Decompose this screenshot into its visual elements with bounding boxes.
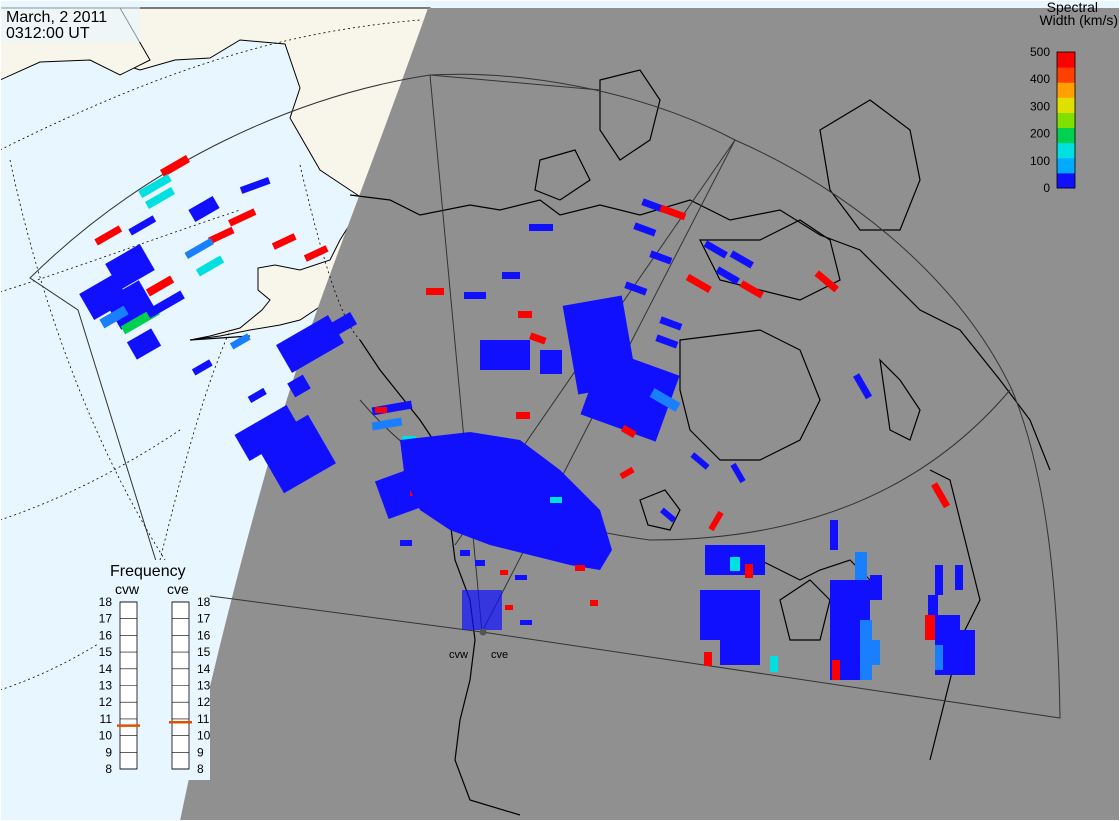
frequency-tick-label: 10 xyxy=(99,729,113,743)
colorbar-swatch xyxy=(1057,52,1075,68)
colorbar-swatch xyxy=(1057,172,1075,189)
frequency-tick-label: 16 xyxy=(99,628,113,642)
frequency-tick-label: 11 xyxy=(100,712,113,726)
frequency-tick-label: 14 xyxy=(99,662,113,676)
radar-site-cve-label: cve xyxy=(491,649,508,661)
colorbar-swatch xyxy=(1057,112,1075,129)
header: March, 2 2011 0312:00 UT xyxy=(0,0,140,42)
frequency-panel: Frequency cvw cve 18 17 16 15 14 13 12 11 10 9 8 1… xyxy=(98,560,211,780)
colorbar-swatch xyxy=(1057,142,1075,159)
frequency-tick-label: 16 xyxy=(197,628,211,642)
frequency-tick-label: 11 xyxy=(197,712,210,726)
colorbar-tick-label: 300 xyxy=(1030,99,1050,113)
frequency-scale-cvw: 18 17 16 15 14 13 12 11 10 9 8 xyxy=(99,595,140,776)
frequency-tick-label: 8 xyxy=(197,762,204,776)
frequency-title: Frequency xyxy=(110,563,186,580)
frequency-tick-label: 13 xyxy=(197,679,211,693)
colorbar-swatch xyxy=(1057,82,1075,98)
frequency-tick-label: 12 xyxy=(99,695,113,709)
date-label: March, 2 2011 xyxy=(6,9,107,26)
south-scatter xyxy=(700,520,975,680)
cve-fov xyxy=(481,139,1061,719)
central-scatter xyxy=(400,432,612,630)
radar-site-marker xyxy=(479,628,487,636)
colorbar-tick-label: 500 xyxy=(1030,45,1050,59)
colorbar-tick-label: 100 xyxy=(1030,154,1050,168)
frequency-tick-label: 12 xyxy=(197,695,211,709)
colorbar-tick-label: 0 xyxy=(1043,181,1050,195)
colorbar-swatch xyxy=(1057,67,1075,83)
frequency-tick-label: 10 xyxy=(197,729,211,743)
colorbar-title-line2: Width (km/s) xyxy=(1039,12,1118,28)
frequency-tick-label: 9 xyxy=(105,745,112,759)
colorbar-gradient xyxy=(1057,52,1075,189)
colorbar-swatch xyxy=(1057,97,1075,113)
colorbar-tick-label: 400 xyxy=(1030,72,1050,86)
frequency-radar-label-cve: cve xyxy=(167,581,189,597)
frequency-tick-label: 13 xyxy=(99,679,113,693)
time-label: 0312:00 UT xyxy=(6,25,90,42)
frequency-radar-label-cvw: cvw xyxy=(115,581,140,597)
frequency-tick-label: 14 xyxy=(197,662,211,676)
radar-sites: cvw cve xyxy=(449,628,508,661)
cvw-fov xyxy=(29,74,483,633)
frequency-tick-label: 18 xyxy=(197,595,211,609)
colorbar-ticks: 500 400 300 200 100 0 xyxy=(1030,45,1050,195)
frequency-tick-label: 17 xyxy=(197,612,211,626)
frequency-scale-cve: 18 17 16 15 14 13 12 11 10 9 8 xyxy=(169,595,211,776)
frequency-tick-label: 15 xyxy=(99,645,113,659)
colorbar-legend: Spectral Width (km/s) 500 400 300 200 100 0 xyxy=(1030,0,1118,195)
frequency-tick-label: 18 xyxy=(99,595,113,609)
cve-scatter xyxy=(426,198,951,532)
frequency-tick-label: 15 xyxy=(197,645,211,659)
radar-site-cvw-label: cvw xyxy=(449,649,468,661)
colorbar-tick-label: 200 xyxy=(1030,127,1050,141)
colorbar-title-line1: Spectral xyxy=(1047,0,1098,15)
colorbar-swatch xyxy=(1057,157,1075,174)
frequency-tick-label: 8 xyxy=(105,762,112,776)
colorbar-swatch xyxy=(1057,127,1075,144)
frequency-tick-label: 17 xyxy=(99,612,113,626)
frequency-tick-label: 9 xyxy=(197,745,204,759)
